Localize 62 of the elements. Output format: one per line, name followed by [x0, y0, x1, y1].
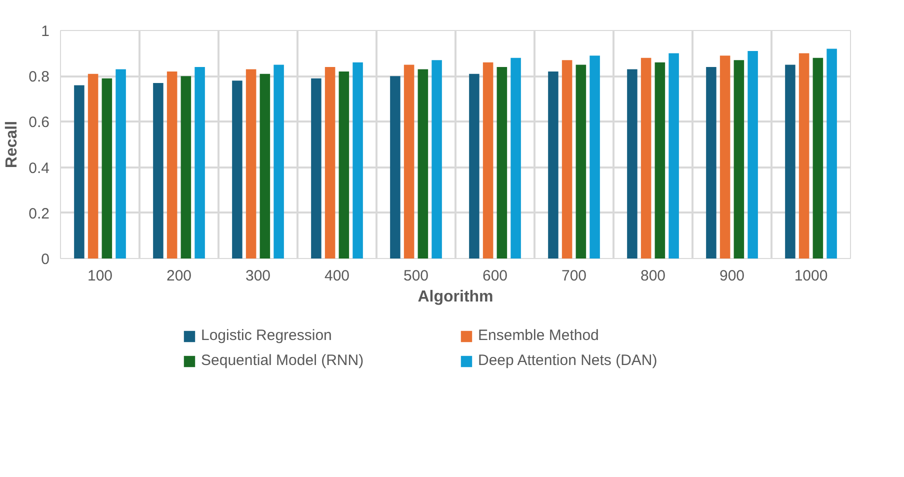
bar [785, 64, 796, 258]
bar [88, 74, 98, 258]
bar [590, 56, 600, 258]
bar [469, 74, 480, 258]
bar [338, 72, 350, 258]
legend-label: Ensemble Method [478, 327, 600, 344]
bar [510, 58, 521, 258]
bar [102, 78, 112, 258]
y-tick-label: 0.4 [28, 160, 50, 177]
y-tick-label: 1 [41, 23, 50, 40]
bar [274, 64, 284, 258]
bar [720, 56, 730, 258]
bar [352, 62, 363, 258]
bar [548, 72, 558, 258]
bar [324, 66, 336, 258]
y-tick-label: 0 [41, 251, 50, 268]
legend-label: Logistic Regression [201, 327, 333, 344]
bar [390, 76, 400, 258]
legend-label: Deep Attention Nets (DAN) [478, 352, 658, 369]
bar [640, 58, 652, 258]
bar [246, 69, 256, 258]
bar [153, 82, 164, 258]
bar [826, 48, 837, 258]
y-tick-label: 0.8 [28, 68, 50, 86]
x-tick-label: 300 [245, 268, 271, 284]
bar [260, 74, 270, 258]
bar [116, 69, 126, 258]
x-tick-label: 200 [166, 268, 192, 284]
bar [798, 53, 810, 258]
bar [706, 66, 716, 258]
bar [748, 51, 758, 258]
x-tick-label: 100 [87, 268, 113, 284]
bar [496, 66, 508, 258]
bar [418, 69, 428, 258]
y-axis-title: Recall [4, 120, 21, 168]
bar [74, 85, 84, 258]
bar [668, 53, 679, 258]
bar [232, 80, 242, 258]
bar [562, 60, 572, 258]
bar [734, 60, 744, 258]
x-tick-label: 1000 [794, 268, 828, 284]
bar [654, 62, 666, 258]
bar [311, 78, 322, 258]
bar [812, 58, 824, 258]
x-tick-label: 600 [482, 268, 508, 284]
x-tick-label: 800 [640, 268, 666, 284]
bar [404, 64, 414, 258]
x-axis-title: Algorithm [418, 288, 494, 306]
y-tick-label: 0.6 [28, 114, 50, 132]
bar [432, 60, 442, 258]
x-tick-label: 900 [719, 268, 745, 284]
bar [576, 64, 586, 258]
y-tick-label: 0.2 [28, 205, 50, 222]
x-tick-label: 400 [324, 268, 350, 284]
x-tick-label: 500 [403, 268, 429, 284]
bar [166, 72, 178, 258]
bar [194, 66, 205, 258]
bar [627, 69, 638, 258]
bar [482, 62, 494, 258]
x-tick-label: 700 [561, 268, 587, 284]
bar [180, 76, 192, 258]
legend-label: Sequential Model (RNN) [201, 352, 365, 369]
